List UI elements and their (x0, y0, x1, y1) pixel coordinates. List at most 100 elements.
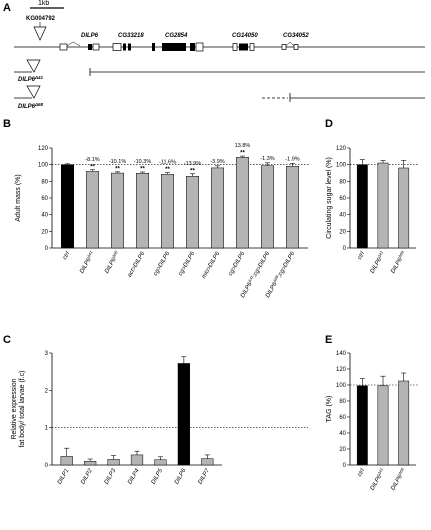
bar (398, 167, 410, 249)
allele-41-sup: Δ41 (34, 75, 44, 80)
bar (186, 176, 199, 249)
y-tick-label: 60 (339, 415, 346, 421)
x-tick-label: DILP2 (80, 467, 94, 485)
y-tick-label: 120 (38, 146, 49, 152)
y-tick-label: 80 (339, 179, 346, 185)
significance-mark: ** (115, 166, 120, 172)
bar (177, 363, 190, 466)
dilp6-intron (66, 41, 81, 47)
y-tick-label: 120 (336, 367, 347, 373)
x-tick-label: mio>DILP6 (201, 250, 221, 279)
x-tick-sup: Δ41 (376, 250, 384, 260)
x-tick-sup: Δ41 (376, 467, 384, 477)
cg33218-exon-2 (123, 43, 126, 51)
y-tick-label: 2 (45, 388, 49, 394)
cg33218-exon-1 (112, 43, 122, 51)
y-axis-label: TAG (%) (326, 396, 333, 423)
percent-label: -1.3% (260, 156, 274, 162)
percent-label: -8.1% (85, 157, 99, 163)
x-tick-prefix: cg> (178, 265, 188, 277)
bar (61, 164, 74, 249)
dilp6-exon-2 (88, 44, 92, 50)
cg2854-exon-4 (195, 42, 204, 52)
y-axis-label-line-1: Relative expression (11, 378, 18, 439)
x-tick-label: DILP6Δ68 (389, 466, 408, 491)
x-tick-main: DILP6 (104, 257, 118, 275)
x-tick-label: DILP6Δ68 (102, 249, 121, 274)
x-tick-sup: Δ41 (246, 274, 254, 284)
x-tick-sup: Δ41 (85, 250, 93, 260)
bar (201, 458, 214, 466)
y-tick-label: 100 (336, 163, 347, 169)
y-tick-label: 80 (339, 399, 346, 405)
percent-label: -1.9% (285, 156, 299, 162)
significance-mark: ** (165, 167, 170, 173)
x-tick-prefix: cg> (228, 265, 238, 277)
y-tick-label: 0 (343, 463, 347, 469)
x-tick-prefix: DILP6 (240, 281, 254, 299)
y-tick-label: 20 (339, 229, 346, 235)
x-tick-main: DILP6 (390, 257, 404, 275)
x-tick-sup: Δ68 (271, 274, 280, 284)
x-tick-main: DILP6 (183, 250, 197, 268)
y-tick-label: 60 (339, 196, 346, 202)
y-tick-label: 100 (38, 163, 49, 169)
gene-label-cg34052: CG34052 (283, 33, 309, 39)
percent-label: -3.9% (210, 159, 224, 165)
bar (236, 157, 249, 249)
bar (377, 385, 389, 466)
x-tick-label: ctrl (357, 467, 367, 478)
panel-a: A 1kb KG004792 DILP6 CG33218 CG2854 CG14… (3, 0, 425, 110)
x-tick-label: DILP6 (174, 467, 188, 485)
svg-text:C: C (3, 334, 11, 346)
x-tick-label: DILP3 (104, 467, 118, 485)
allele-68-label: DILP6Δ68 (18, 102, 44, 110)
bar (377, 162, 389, 249)
bar (84, 461, 97, 466)
percent-label: -10.1% (109, 159, 127, 165)
percent-label: -13.9% (184, 161, 202, 167)
y-tick-label: 40 (339, 431, 346, 437)
y-tick-label: 1 (45, 426, 49, 432)
bar (60, 456, 73, 466)
significance-mark: ** (190, 168, 195, 174)
y-axis-label: Adult mass (%) (15, 174, 22, 221)
cg14050-exon-2 (239, 43, 248, 51)
bar (107, 459, 120, 466)
x-tick-label: cg>DILP6 (178, 250, 197, 277)
bar (130, 454, 144, 466)
scale-bar-label: 1kb (38, 0, 49, 7)
x-tick-main: DILP6 (133, 250, 147, 268)
cg34052-intron (285, 41, 295, 47)
cg34052-exon-2 (293, 44, 299, 50)
allele-41-label: DILP6Δ41 (18, 75, 44, 83)
x-tick-main: DILP6 (370, 257, 384, 275)
x-tick-main: DILP6 (390, 474, 404, 492)
x-tick-label: DILP6Δ41 (368, 467, 387, 492)
y-tick-label: 120 (336, 146, 347, 152)
y-tick-label: 0 (343, 246, 347, 252)
x-tick-label: DILP6Δ41 (368, 250, 387, 275)
dilp6-exon-1 (59, 43, 68, 51)
x-tick-prefix: DILP6 (265, 281, 279, 299)
chart-c: C 0 1 2 3 Relative expression fat body/ total… (3, 334, 308, 485)
x-tick-main: DILP6 (233, 250, 247, 268)
gene-label-cg14050: CG14050 (232, 33, 258, 39)
significance-mark: ** (90, 164, 95, 170)
bar (154, 459, 167, 466)
allele-41-insertion (26, 59, 41, 73)
x-tick-main: ;cg>DILP6 (277, 250, 297, 278)
bar (356, 164, 368, 249)
y-tick-label: 20 (41, 229, 48, 235)
x-tick-main: ctrl (357, 250, 367, 261)
y-tick-label: 40 (41, 213, 48, 219)
percent-label: 13.8% (235, 143, 251, 149)
y-tick-label: 140 (336, 351, 347, 357)
y-axis-label-line-2: fat body/ total larvae (f.c) (19, 370, 26, 447)
bar (356, 385, 368, 466)
bar (211, 167, 224, 249)
cg2854-exon-2 (162, 43, 186, 51)
